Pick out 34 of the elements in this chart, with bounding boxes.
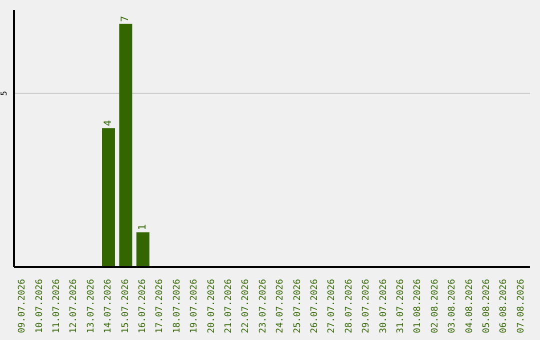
data-label: 4 [103, 120, 114, 126]
x-tick-label: 22.07.2026 [241, 279, 252, 334]
x-tick-label: 01.08.2026 [413, 279, 424, 334]
x-tick-label: 21.07.2026 [224, 279, 234, 334]
x-tick-label: 20.07.2026 [206, 279, 217, 334]
x-tick-label: 06.08.2026 [499, 279, 510, 334]
x-tick-label: 09.07.2026 [18, 279, 28, 334]
x-tick-label: 30.07.2026 [378, 279, 389, 334]
data-label: 1 [137, 224, 148, 230]
x-tick-label: 07.08.2026 [516, 279, 526, 334]
x-tick-label: 15.07.2026 [120, 279, 131, 334]
x-tick-label: 10.07.2026 [34, 279, 45, 334]
x-tick-label: 14.07.2026 [104, 279, 114, 334]
x-tick-label: 28.07.2026 [344, 279, 354, 334]
x-tick-label: 04.08.2026 [464, 279, 475, 334]
x-tick-label: 24.07.2026 [276, 279, 286, 334]
x-tick-label: 13.07.2026 [86, 279, 96, 334]
x-tick-label: 27.07.2026 [327, 279, 338, 334]
data-label: 7 [120, 16, 132, 22]
x-tick-label: 19.07.2026 [190, 279, 200, 334]
x-tick-label: 25.07.2026 [292, 279, 303, 334]
x-tick-label: 23.07.2026 [258, 279, 268, 334]
x-tick-label: 05.08.2026 [482, 279, 492, 334]
y-tick-label: 5 [0, 90, 8, 96]
x-tick-label: 31.07.2026 [396, 279, 406, 334]
x-tick-label: 17.07.2026 [155, 279, 166, 334]
x-tick-label: 11.07.2026 [52, 279, 62, 334]
x-tick-label: 12.07.2026 [69, 279, 80, 334]
x-tick-label: 16.07.2026 [138, 279, 148, 334]
x-tick-label: 03.08.2026 [448, 279, 458, 334]
x-tick-label: 29.07.2026 [362, 279, 372, 334]
x-tick-label: 02.08.2026 [430, 279, 440, 334]
x-tick-label: 26.07.2026 [310, 279, 320, 334]
x-tick-label: 18.07.2026 [172, 279, 182, 334]
